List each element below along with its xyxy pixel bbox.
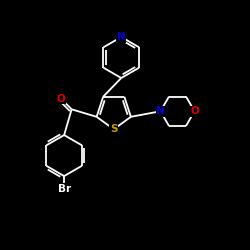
Text: Br: Br [58,184,71,194]
Text: N: N [156,106,165,116]
Text: N: N [117,32,126,42]
Text: O: O [190,106,199,116]
Text: S: S [110,124,118,134]
Text: O: O [57,94,66,104]
